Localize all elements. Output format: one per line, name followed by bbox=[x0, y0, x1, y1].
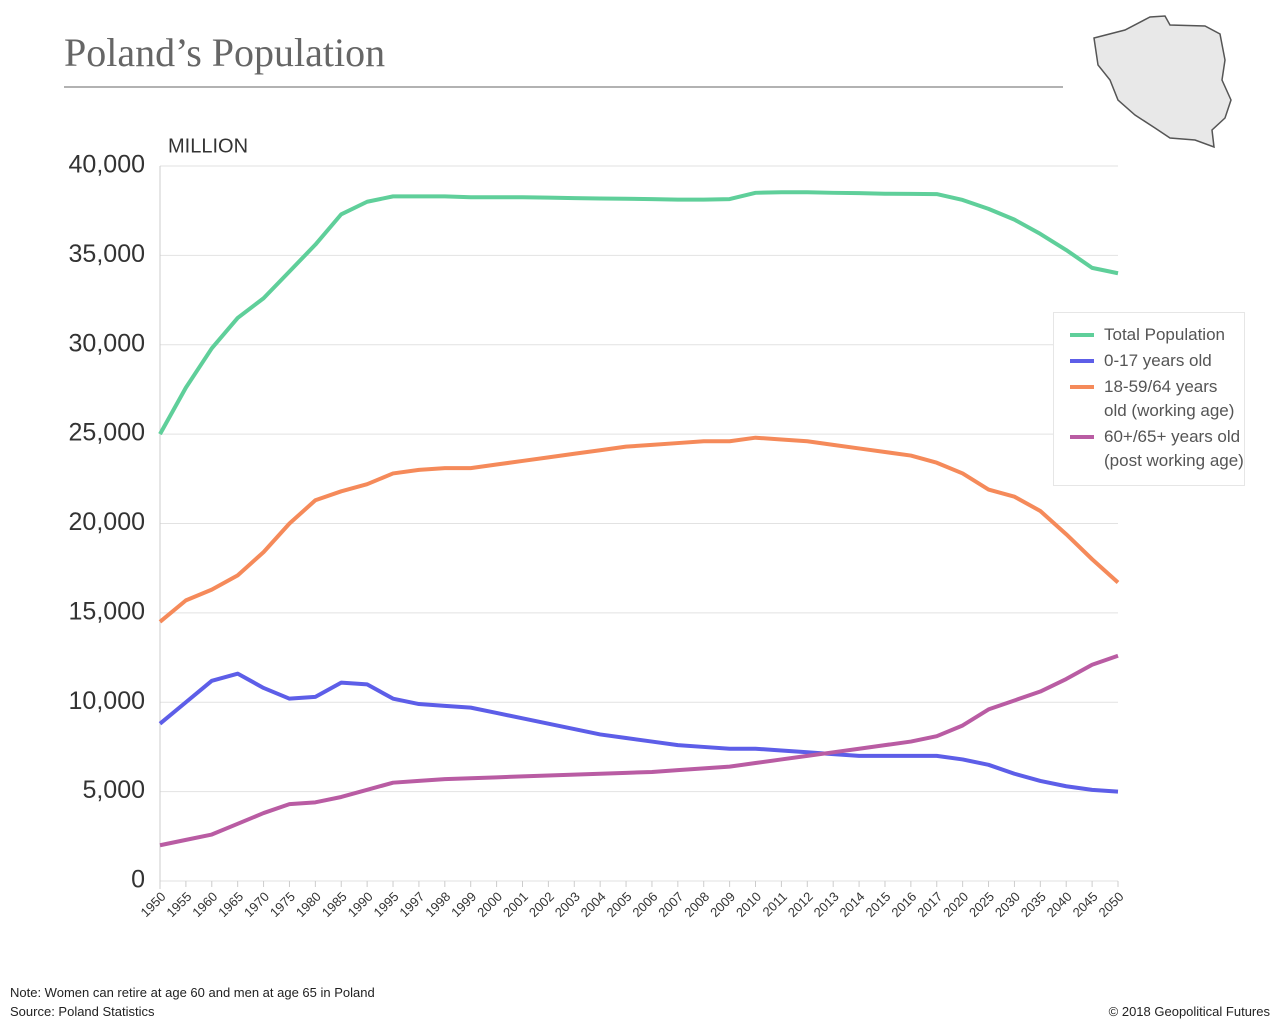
x-tick-label: 2007 bbox=[655, 889, 686, 920]
x-tick-label: 2011 bbox=[760, 889, 790, 919]
y-tick-label: 40,000 bbox=[69, 151, 145, 179]
x-tick-label: 2013 bbox=[811, 889, 842, 920]
legend-item: 60+/65+ years old (post working age) bbox=[1054, 425, 1244, 473]
series-line bbox=[158, 190, 1119, 436]
x-tick-label: 2045 bbox=[1070, 889, 1101, 920]
y-tick-label: 30,000 bbox=[69, 329, 145, 357]
x-tick-label: 2000 bbox=[474, 889, 505, 920]
x-tick-label: 2050 bbox=[1095, 889, 1126, 920]
legend-swatch bbox=[1070, 333, 1094, 337]
x-tick-label: 2017 bbox=[914, 889, 945, 920]
x-tick-label: 2025 bbox=[966, 889, 997, 920]
y-tick-label: 10,000 bbox=[69, 687, 145, 715]
x-tick-label: 1975 bbox=[267, 889, 298, 920]
x-tick-label: 1965 bbox=[215, 889, 246, 920]
y-tick-label: 5,000 bbox=[82, 776, 145, 804]
poland-map bbox=[1093, 15, 1232, 149]
y-axis-label: MILLION bbox=[168, 135, 248, 157]
x-tick-label: 2003 bbox=[552, 889, 583, 920]
legend-swatch bbox=[1070, 435, 1094, 439]
credit: © 2018 Geopolitical Futures bbox=[1108, 1004, 1270, 1019]
y-tick-label: 35,000 bbox=[69, 240, 145, 268]
x-tick-label: 1980 bbox=[293, 889, 324, 920]
series-line bbox=[159, 653, 1119, 848]
legend-swatch bbox=[1070, 385, 1094, 389]
legend: Total Population 0-17 years old 18-59/64 y… bbox=[1053, 312, 1245, 486]
x-tick-label: 2005 bbox=[604, 889, 635, 920]
x-tick-label: 1985 bbox=[319, 889, 350, 920]
source: Source: Poland Statistics bbox=[10, 1004, 155, 1019]
x-tick-label: 2016 bbox=[888, 889, 919, 920]
x-tick-label: 2001 bbox=[500, 889, 531, 920]
x-tick-label: 2002 bbox=[526, 889, 557, 920]
legend-label: 0-17 years old bbox=[1104, 351, 1212, 370]
x-tick-label: 2006 bbox=[629, 889, 660, 920]
x-tick-label: 1998 bbox=[422, 889, 453, 920]
x-tick-label: 1970 bbox=[241, 889, 272, 920]
y-tick-label: 15,000 bbox=[69, 597, 145, 625]
x-tick-label: 1955 bbox=[163, 889, 194, 920]
x-tick-label: 1999 bbox=[448, 889, 479, 920]
x-tick-label: 2009 bbox=[707, 889, 738, 920]
legend-label: Total Population bbox=[1104, 325, 1225, 344]
x-tick-label: 2040 bbox=[1044, 889, 1075, 920]
x-tick-label: 2010 bbox=[733, 889, 764, 920]
x-tick-label: 2020 bbox=[940, 889, 971, 920]
y-tick-label: 25,000 bbox=[69, 419, 145, 447]
x-tick-label: 2012 bbox=[785, 889, 816, 920]
x-tick-label: 2030 bbox=[992, 889, 1023, 920]
legend-label: 18-59/64 years old (working age) bbox=[1104, 377, 1235, 420]
legend-label: 60+/65+ years old (post working age) bbox=[1104, 427, 1244, 470]
series-line bbox=[158, 671, 1119, 794]
x-tick-label: 1960 bbox=[189, 889, 220, 920]
x-tick-label: 2014 bbox=[837, 889, 868, 920]
x-tick-label: 1997 bbox=[396, 889, 427, 920]
chart-title: Poland’s Population bbox=[64, 30, 385, 75]
y-tick-label: 0 bbox=[131, 866, 145, 894]
x-tick-label: 2004 bbox=[578, 889, 609, 920]
legend-item: Total Population bbox=[1054, 323, 1244, 347]
series-line bbox=[158, 435, 1120, 624]
x-tick-label: 1990 bbox=[345, 889, 376, 920]
x-tick-label: 1995 bbox=[371, 889, 402, 920]
legend-item: 18-59/64 years old (working age) bbox=[1054, 375, 1244, 423]
legend-swatch bbox=[1070, 359, 1094, 363]
legend-item: 0-17 years old bbox=[1054, 349, 1244, 373]
x-tick-label: 2015 bbox=[862, 889, 893, 920]
note: Note: Women can retire at age 60 and men… bbox=[10, 985, 375, 1000]
y-tick-label: 20,000 bbox=[69, 508, 145, 536]
x-tick-label: 2008 bbox=[681, 889, 712, 920]
x-tick-label: 2035 bbox=[1018, 889, 1049, 920]
